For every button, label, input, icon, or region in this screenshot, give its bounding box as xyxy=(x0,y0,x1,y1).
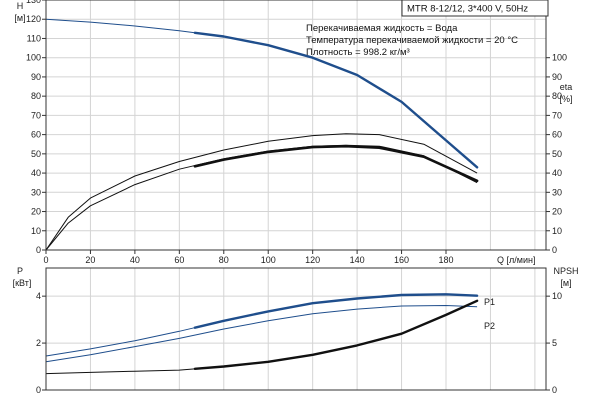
legend-p1: P1 xyxy=(484,297,495,307)
head-right-tick-label: 20 xyxy=(552,207,562,217)
power-curve-NPSH-duty xyxy=(193,299,479,370)
power-right-tick-label: 10 xyxy=(552,291,562,301)
head-left-tick-label: 130 xyxy=(26,0,41,5)
grid-lines xyxy=(46,0,546,391)
head-left-tick-label: 50 xyxy=(31,149,41,159)
x-tick-label: 160 xyxy=(394,255,409,265)
power-left-tick-label: 4 xyxy=(36,291,41,301)
x-tick-label: 80 xyxy=(219,255,229,265)
y-right-label-npsh: NPSH xyxy=(553,266,578,276)
head-left-tick-label: 30 xyxy=(31,187,41,197)
curves-layer xyxy=(45,18,479,375)
head-right-tick-label: 80 xyxy=(552,91,562,101)
model-title: MTR 8-12/12, 3*400 V, 50Hz xyxy=(407,4,528,15)
head-left-tick-label: 110 xyxy=(27,33,41,43)
head-right-tick-label: 50 xyxy=(552,149,562,159)
x-tick-label: 40 xyxy=(130,255,140,265)
head-left-tick-label: 80 xyxy=(31,91,41,101)
x-tick-label: 0 xyxy=(43,255,48,265)
head-right-tick-label: 30 xyxy=(552,187,562,197)
legend-p2: P2 xyxy=(484,321,495,331)
x-tick-label: 100 xyxy=(261,255,276,265)
head-curve-eta_lower xyxy=(45,144,478,251)
head-right-tick-label: 70 xyxy=(552,110,562,120)
power-right-tick-label: 0 xyxy=(552,385,557,395)
head-left-tick-label: 120 xyxy=(26,14,41,24)
power-right-tick-label: 5 xyxy=(552,338,557,348)
head-right-tick-label: 0 xyxy=(552,245,557,255)
head-curve-H-duty xyxy=(193,31,479,169)
head-right-tick-label: 60 xyxy=(552,130,562,140)
y-right-unit-npsh: [м] xyxy=(560,278,571,288)
head-left-tick-label: 100 xyxy=(26,53,41,63)
head-frame xyxy=(45,0,547,251)
head-left-tick-label: 40 xyxy=(31,168,41,178)
y-left-label-head: H xyxy=(17,1,24,11)
x-tick-label: 60 xyxy=(174,255,184,265)
power-frame xyxy=(45,267,547,391)
y-left-unit-head: [м] xyxy=(14,13,25,23)
x-tick-label: 20 xyxy=(85,255,95,265)
y-right-label-eta: eta xyxy=(560,82,573,92)
info-line-liquid: Перекачиваемая жидкость = Вода xyxy=(306,23,458,34)
head-right-tick-label: 40 xyxy=(552,168,562,178)
x-tick-label: 180 xyxy=(438,255,453,265)
head-left-tick-label: 0 xyxy=(36,245,41,255)
head-left-tick-label: 70 xyxy=(31,110,41,120)
head-right-tick-label: 100 xyxy=(552,53,567,63)
model-box xyxy=(401,0,549,17)
axes-layer: 0102030405060708090100110120130010203040… xyxy=(26,0,567,395)
y-left-label-power: P xyxy=(17,266,23,276)
power-curve-P1-duty xyxy=(193,293,479,329)
power-left-tick-label: 0 xyxy=(36,385,41,395)
power-left-tick-label: 2 xyxy=(36,338,41,348)
info-line-temperature: Температура перекачиваемой жидкости = 20… xyxy=(306,35,518,46)
head-right-tick-label: 10 xyxy=(552,226,562,236)
y-right-unit-eta: [%] xyxy=(559,94,572,104)
head-curve-eta_range xyxy=(45,133,478,251)
head-left-tick-label: 20 xyxy=(31,207,41,217)
x-axis-label: Q [л/мин] xyxy=(497,255,535,265)
y-left-unit-power: [кВт] xyxy=(13,278,32,288)
head-left-tick-label: 90 xyxy=(31,72,41,82)
head-left-tick-label: 10 xyxy=(31,226,41,236)
power-curve-P1 xyxy=(45,293,478,357)
x-tick-label: 120 xyxy=(305,255,320,265)
head-right-tick-label: 90 xyxy=(552,72,562,82)
x-tick-label: 140 xyxy=(350,255,365,265)
head-curve-eta_duty xyxy=(193,144,479,183)
power-curve-P2 xyxy=(45,305,478,363)
head-left-tick-label: 60 xyxy=(31,130,41,140)
info-line-density: Плотность = 998.2 кг/м³ xyxy=(306,47,410,58)
